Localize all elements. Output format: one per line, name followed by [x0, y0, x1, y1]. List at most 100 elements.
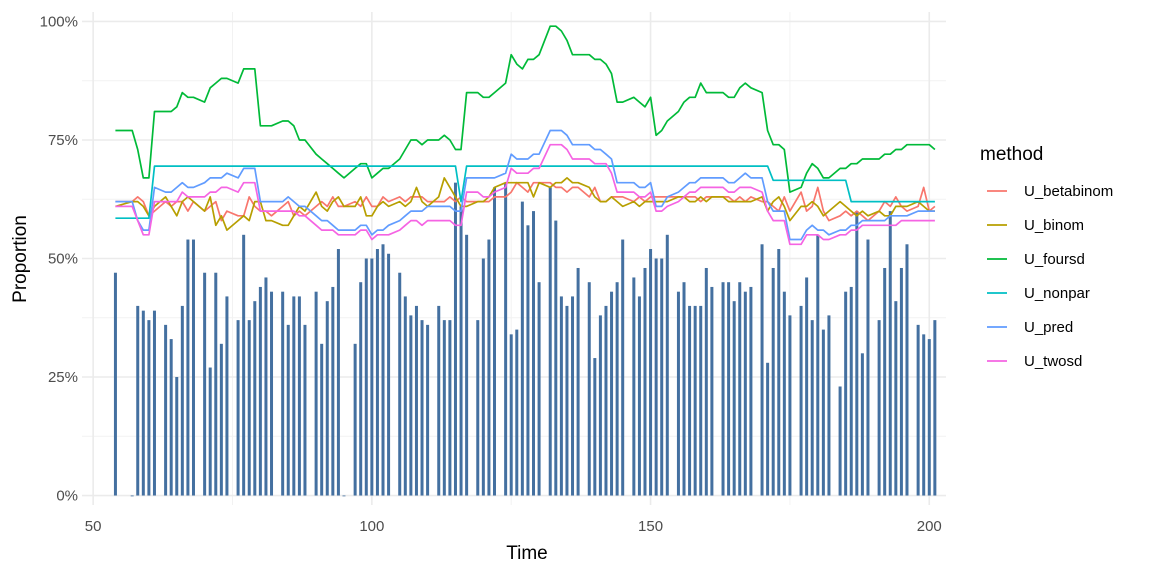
bar	[749, 286, 753, 496]
bar	[113, 272, 117, 496]
bar	[849, 286, 853, 496]
bar	[214, 272, 218, 496]
legend-label-U_foursd: U_foursd	[1024, 251, 1085, 268]
legend-items: U_betabinom U_binom U_foursd U_nonpar U_pred…	[987, 183, 1113, 370]
bar	[860, 353, 864, 496]
bar	[654, 258, 658, 496]
bar	[258, 286, 262, 496]
legend: method U_betabinom U_binom U_foursd U_nonpa…	[980, 144, 1113, 370]
series-line-U_binom	[115, 177, 935, 231]
bar	[777, 249, 781, 496]
series-line-U_foursd	[115, 25, 936, 193]
bar	[437, 305, 441, 496]
bar	[676, 291, 680, 496]
bar	[688, 305, 692, 496]
x-tick-label: 200	[917, 518, 942, 535]
bar	[571, 296, 575, 496]
bar	[136, 305, 140, 496]
y-tick-label: 50%	[48, 251, 78, 268]
bar	[771, 267, 775, 496]
bar	[665, 234, 669, 496]
y-tick-label: 25%	[48, 369, 78, 386]
bar	[899, 267, 903, 496]
bar	[598, 315, 602, 496]
bar	[353, 343, 357, 496]
bar	[370, 258, 374, 496]
bar	[286, 324, 290, 496]
bar	[559, 296, 563, 496]
bar	[554, 220, 558, 496]
bar	[398, 272, 402, 496]
bar	[487, 239, 491, 496]
bar	[481, 258, 485, 496]
bar	[727, 282, 731, 496]
bar	[621, 239, 625, 496]
bar	[186, 239, 190, 496]
y-tick-label: 100%	[40, 13, 78, 30]
legend-label-U_betabinom: U_betabinom	[1024, 183, 1113, 200]
bar	[587, 282, 591, 496]
bar	[593, 358, 597, 496]
bar	[604, 305, 608, 496]
y-axis-title: Proportion	[10, 215, 31, 303]
bar	[721, 282, 725, 496]
bar	[459, 206, 463, 496]
legend-title: method	[980, 144, 1043, 165]
bar	[905, 244, 909, 496]
bar	[877, 320, 881, 496]
bar	[532, 211, 536, 496]
bar	[816, 234, 820, 496]
bar	[649, 249, 653, 496]
bar	[537, 282, 541, 496]
bar	[130, 495, 134, 497]
bar	[738, 282, 742, 496]
bar	[164, 324, 168, 496]
bar	[409, 315, 413, 496]
bar	[693, 305, 697, 496]
bar	[359, 282, 363, 496]
bar	[548, 187, 552, 496]
y-tick-label: 75%	[48, 132, 78, 149]
bar	[883, 267, 887, 496]
x-tick-label: 100	[359, 518, 384, 535]
bar	[381, 244, 385, 496]
series-line-U_pred	[115, 129, 935, 241]
bar	[933, 320, 937, 496]
bar	[927, 339, 931, 496]
bar	[465, 234, 469, 496]
bar	[838, 386, 842, 496]
bar	[264, 277, 268, 496]
bar	[504, 182, 508, 496]
bar	[270, 291, 274, 496]
bar	[760, 244, 764, 496]
bar	[453, 182, 457, 496]
bar	[766, 362, 770, 496]
bar	[180, 305, 184, 496]
bar	[788, 315, 792, 496]
bar	[855, 211, 859, 496]
bar	[225, 296, 229, 496]
bar	[610, 291, 614, 496]
bar	[420, 320, 424, 496]
bar	[152, 310, 156, 496]
bar	[297, 296, 301, 496]
bar	[509, 334, 513, 496]
legend-label-U_binom: U_binom	[1024, 217, 1084, 234]
bar	[821, 329, 825, 496]
bar	[191, 239, 195, 496]
bar	[704, 267, 708, 496]
line-series	[115, 25, 936, 246]
x-axis-title: Time	[506, 543, 548, 564]
bar	[632, 277, 636, 496]
bar	[203, 272, 207, 496]
bar	[292, 296, 296, 496]
bar	[699, 305, 703, 496]
bar	[799, 305, 803, 496]
bar	[448, 320, 452, 496]
bar	[331, 286, 335, 496]
bar	[526, 225, 530, 496]
bar	[866, 239, 870, 496]
bar	[314, 291, 318, 496]
bar	[325, 301, 329, 496]
bar	[492, 187, 496, 496]
